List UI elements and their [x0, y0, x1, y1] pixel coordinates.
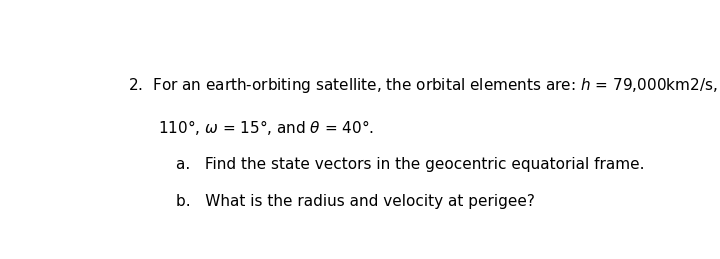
Text: a.   Find the state vectors in the geocentric equatorial frame.: a. Find the state vectors in the geocent…	[176, 157, 645, 172]
Text: b.   What is the radius and velocity at perigee?: b. What is the radius and velocity at pe…	[176, 194, 536, 208]
Text: 2.  For an earth-orbiting satellite, the orbital elements are: $h$ = 79,000km2/s: 2. For an earth-orbiting satellite, the …	[128, 75, 720, 95]
Text: 110°, $\omega$ = 15°, and $\theta$ = 40°.: 110°, $\omega$ = 15°, and $\theta$ = 40°…	[158, 118, 374, 137]
